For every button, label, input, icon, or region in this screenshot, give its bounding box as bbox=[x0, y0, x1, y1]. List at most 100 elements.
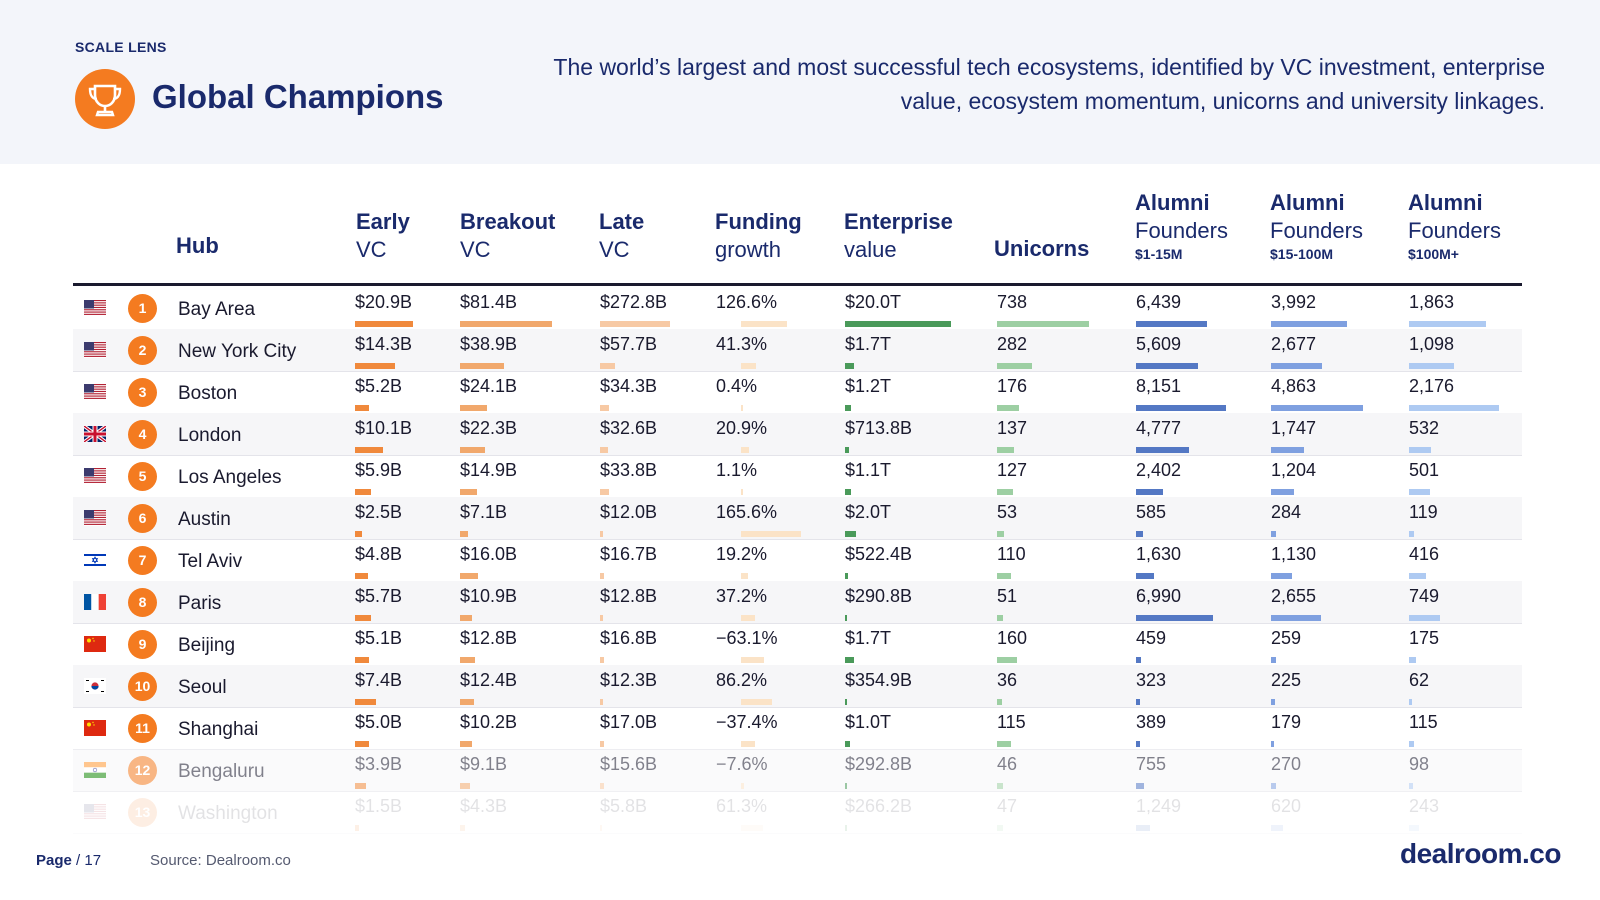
cell-breakout: $9.1B bbox=[460, 754, 508, 774]
cell-a2: 1,747 bbox=[1271, 418, 1317, 438]
cell-a2: 2,655 bbox=[1271, 586, 1317, 606]
hub-name[interactable]: London bbox=[178, 425, 242, 446]
cell-a2: 2,677 bbox=[1271, 334, 1317, 354]
bar-a1 bbox=[1136, 573, 1154, 579]
table-row[interactable]: 10 Seoul $7.4B $12.4B $12.3B 86.2% $354.9B 36 32… bbox=[73, 665, 1522, 708]
cell-funding: −7.6% bbox=[716, 754, 768, 774]
table-row[interactable]: 5 Los Angeles $5.9B $14.9B $33.8B 1.1% $1.1T 12… bbox=[73, 455, 1522, 498]
source-note: Source: Dealroom.co bbox=[150, 852, 291, 869]
hub-name[interactable]: Washington bbox=[178, 803, 278, 824]
bar-a1 bbox=[1136, 825, 1150, 831]
bar-early bbox=[355, 825, 360, 831]
hub-name[interactable]: Seoul bbox=[178, 677, 227, 698]
flag-icon-il bbox=[84, 552, 106, 568]
hub-name[interactable]: Tel Aviv bbox=[178, 551, 243, 572]
bar-early bbox=[355, 447, 383, 453]
table-row[interactable]: 11 Shanghai $5.0B $10.2B $17.0B −37.4% $1.0T 11… bbox=[73, 707, 1522, 750]
cell-ev: $290.8B bbox=[845, 586, 913, 606]
cell-late: $5.8B bbox=[600, 796, 648, 816]
table-row[interactable]: 6 Austin $2.5B $7.1B $12.0B 165.6% $2.0T 53 585 2… bbox=[73, 497, 1522, 540]
column-header-hub: Hub bbox=[176, 233, 219, 258]
cell-ev: $292.8B bbox=[845, 754, 913, 774]
page-description: The world’s largest and most successful … bbox=[553, 54, 1545, 114]
table-row[interactable]: 9 Beijing $5.1B $12.8B $16.8B −63.1% $1.7T 160 4… bbox=[73, 623, 1522, 666]
cell-breakout: $10.2B bbox=[460, 712, 518, 732]
rank-badge: 9 bbox=[128, 630, 157, 659]
page-title: Global Champions bbox=[152, 78, 444, 115]
table-row[interactable]: 12 Bengaluru $3.9B $9.1B $15.6B −7.6% $292.8B 4… bbox=[73, 749, 1522, 792]
cell-late: $57.7B bbox=[600, 334, 658, 354]
cell-a2: 179 bbox=[1271, 712, 1302, 732]
bar-late bbox=[600, 615, 604, 621]
table-row[interactable]: 3 Boston $5.2B $24.1B $34.3B 0.4% $1.2T 176 8,15… bbox=[73, 371, 1522, 414]
cell-a1: 6,439 bbox=[1136, 292, 1182, 312]
cell-a1: 459 bbox=[1136, 628, 1167, 648]
bar-breakout bbox=[460, 447, 486, 453]
cell-a3: 416 bbox=[1409, 544, 1440, 564]
bar-a3 bbox=[1409, 363, 1455, 369]
bar-a2 bbox=[1271, 489, 1294, 495]
hub-name[interactable]: Bay Area bbox=[178, 299, 256, 320]
flag-icon-cn bbox=[84, 720, 106, 736]
hub-name[interactable]: Shanghai bbox=[178, 719, 259, 740]
hub-name[interactable]: New York City bbox=[178, 341, 297, 362]
bar-a1 bbox=[1136, 321, 1208, 327]
table-row[interactable]: 1 Bay Area $20.9B $81.4B $272.8B 126.6% $20.0T… bbox=[73, 287, 1522, 330]
bar-unicorns bbox=[997, 531, 1004, 537]
cell-a3: 2,176 bbox=[1409, 376, 1455, 396]
bar-breakout bbox=[460, 489, 477, 495]
dealroom-logo: dealroom.co bbox=[1400, 838, 1561, 869]
table-row[interactable]: 13 Washington $1.5B $4.3B $5.8B 61.3% $266.2B 4… bbox=[73, 791, 1522, 834]
hub-name[interactable]: Boston bbox=[178, 383, 238, 404]
cell-unicorns: 110 bbox=[997, 544, 1026, 564]
bar-early bbox=[355, 573, 369, 579]
table-row[interactable]: 2 New York City $14.3B $38.9B $57.7B 41.3% $1.… bbox=[73, 329, 1522, 372]
cell-ev: $266.2B bbox=[845, 796, 913, 816]
hub-name[interactable]: Paris bbox=[178, 593, 222, 614]
rank-badge: 6 bbox=[128, 504, 157, 533]
bar-a3 bbox=[1409, 321, 1487, 327]
hub-name[interactable]: Bengaluru bbox=[178, 761, 265, 782]
bar-funding bbox=[741, 447, 749, 453]
hub-name[interactable]: Beijing bbox=[178, 635, 236, 656]
bar-ev bbox=[845, 783, 847, 789]
bar-unicorns bbox=[997, 825, 1003, 831]
cell-unicorns: 51 bbox=[997, 586, 1018, 606]
flag-icon-us bbox=[84, 510, 106, 526]
cell-breakout: $12.8B bbox=[460, 628, 518, 648]
cell-late: $32.6B bbox=[600, 418, 658, 438]
bar-funding bbox=[741, 783, 744, 789]
bar-ev bbox=[845, 531, 856, 537]
table-row[interactable]: 8 Paris $5.7B $10.9B $12.8B 37.2% $290.8B 51 6,9… bbox=[73, 581, 1522, 624]
cell-late: $272.8B bbox=[600, 292, 668, 312]
bar-breakout bbox=[460, 573, 479, 579]
cell-ev: $522.4B bbox=[845, 544, 913, 564]
cell-a2: 4,863 bbox=[1271, 376, 1317, 396]
flag-icon-us bbox=[84, 300, 106, 316]
cell-a1: 6,990 bbox=[1136, 586, 1182, 606]
trophy-icon bbox=[75, 69, 135, 129]
cell-breakout: $12.4B bbox=[460, 670, 518, 690]
bar-breakout bbox=[460, 699, 474, 705]
cell-a3: 749 bbox=[1409, 586, 1440, 606]
cell-ev: $354.9B bbox=[845, 670, 913, 690]
flag-icon-us bbox=[84, 468, 106, 484]
hub-name[interactable]: Austin bbox=[178, 509, 231, 530]
bar-a2 bbox=[1271, 321, 1347, 327]
cell-late: $16.8B bbox=[600, 628, 658, 648]
bar-late bbox=[600, 321, 670, 327]
bar-a2 bbox=[1271, 405, 1363, 411]
cell-unicorns: 738 bbox=[997, 292, 1028, 312]
cell-breakout: $16.0B bbox=[460, 544, 518, 564]
bar-ev bbox=[845, 489, 851, 495]
rank-badge: 4 bbox=[128, 420, 157, 449]
cell-funding: −37.4% bbox=[716, 712, 778, 732]
bar-unicorns bbox=[997, 699, 1002, 705]
rank-badge: 5 bbox=[128, 462, 157, 491]
hub-name[interactable]: Los Angeles bbox=[178, 467, 282, 488]
table-row[interactable]: 4 London $10.1B $22.3B $32.6B 20.9% $713.8B 137… bbox=[73, 413, 1522, 456]
cell-funding: 37.2% bbox=[716, 586, 768, 606]
column-header-enterprise-value: Enterprise value bbox=[844, 209, 953, 262]
table-row[interactable]: 7 Tel Aviv $4.8B $16.0B $16.7B 19.2% $522.4B 11… bbox=[73, 539, 1522, 582]
cell-ev: $1.0T bbox=[845, 712, 892, 732]
